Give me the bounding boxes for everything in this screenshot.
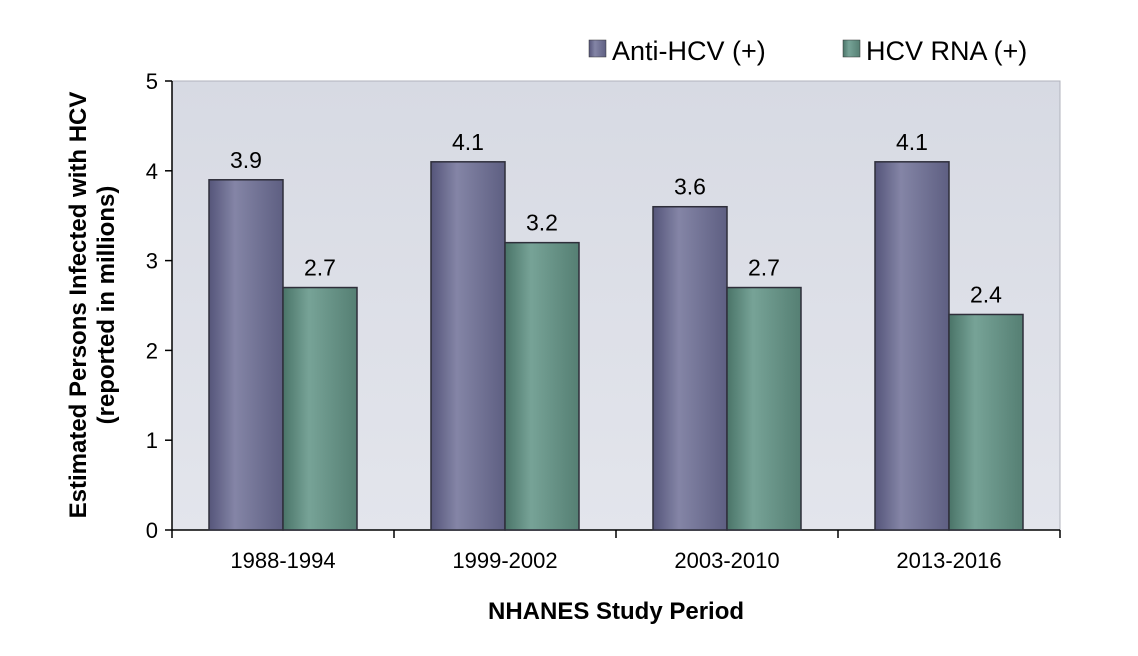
legend: Anti-HCV (+) HCV RNA (+) (588, 36, 1027, 66)
x-tick-label: 2013-2016 (896, 548, 1001, 573)
bar-anti-hcv-1988-1994 (208, 179, 284, 531)
y-tick-label: 4 (146, 159, 158, 184)
y-axis-title-line-2: (reported in millions) (93, 186, 120, 425)
x-tick-label: 1988-1994 (230, 548, 335, 573)
y-axis-title-line-1: Estimated Persons Infected with HCV (65, 92, 92, 519)
data-label: 3.6 (674, 174, 706, 200)
y-axis-title: Estimated Persons Infected with HCV (rep… (65, 92, 120, 519)
legend-swatch-hcv-rna (842, 39, 861, 58)
y-tick-label: 2 (146, 338, 158, 363)
x-tick-label: 1999-2002 (452, 548, 557, 573)
x-tick-label: 2003-2010 (674, 548, 779, 573)
bar-hcv-rna-1999-2002 (504, 241, 580, 531)
y-tick-label: 0 (146, 518, 158, 543)
data-label: 2.4 (970, 281, 1002, 307)
data-labels: 3.9 2.7 4.1 3.2 3.6 2.7 4.1 2.4 (230, 129, 1002, 308)
y-tick-label: 5 (146, 69, 158, 94)
data-label: 3.2 (526, 210, 558, 236)
data-label: 2.7 (748, 255, 780, 281)
x-axis-title: NHANES Study Period (488, 598, 744, 625)
legend-swatch-anti-hcv (588, 39, 607, 58)
bar-hcv-rna-1988-1994 (282, 286, 358, 531)
y-tick-label: 3 (146, 249, 158, 274)
bar-hcv-rna-2003-2010 (726, 286, 802, 531)
y-axis-ticks: 0 1 2 3 4 5 (146, 69, 172, 543)
data-label: 3.9 (230, 147, 262, 173)
bars (208, 161, 1024, 531)
data-label: 2.7 (304, 255, 336, 281)
x-axis-ticks: 1988-1994 1999-2002 2003-2010 2013-2016 (171, 530, 1061, 573)
data-label: 4.1 (896, 129, 928, 155)
bar-anti-hcv-2013-2016 (874, 161, 950, 531)
bar-anti-hcv-1999-2002 (430, 161, 506, 531)
data-label: 4.1 (452, 129, 484, 155)
legend-label-anti-hcv: Anti-HCV (+) (612, 36, 766, 66)
y-tick-label: 1 (146, 428, 158, 453)
bar-hcv-rna-2013-2016 (948, 313, 1024, 531)
bar-anti-hcv-2003-2010 (652, 205, 728, 531)
legend-label-hcv-rna: HCV RNA (+) (866, 36, 1027, 66)
